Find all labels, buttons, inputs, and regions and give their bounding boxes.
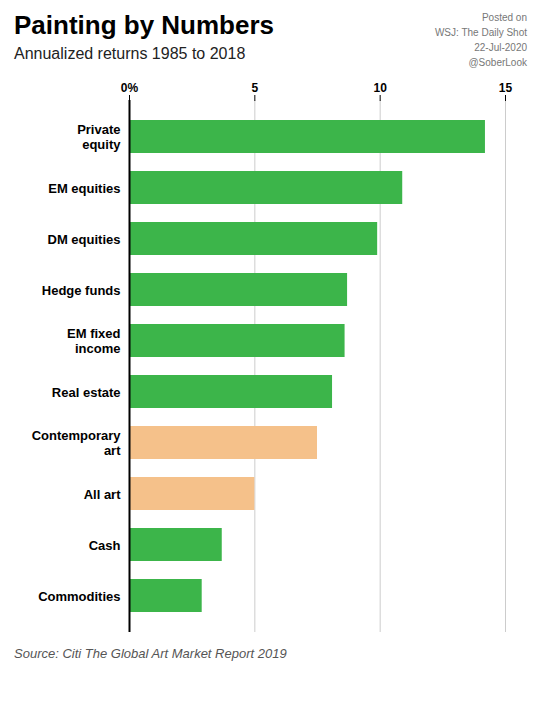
svg-text:Hedge funds: Hedge funds — [42, 283, 121, 298]
svg-text:Commodities: Commodities — [38, 589, 120, 604]
svg-text:0%: 0% — [121, 81, 139, 95]
svg-text:EM fixedincome: EM fixedincome — [67, 326, 121, 355]
html-text:22-Jul-2020: 22-Jul-2020 — [474, 42, 527, 53]
html-text:@SoberLook: @SoberLook — [468, 57, 527, 68]
svg-text:All art: All art — [84, 487, 122, 502]
svg-text:5: 5 — [251, 81, 258, 95]
html-text:Painting by Numbers: Painting by Numbers — [14, 10, 274, 40]
html-text:Source: Citi The Global Art Ma: Source: Citi The Global Art Market Repor… — [14, 646, 287, 661]
svg-text:Cash: Cash — [89, 538, 121, 553]
svg-text:10: 10 — [373, 81, 387, 95]
svg-text:DM equities: DM equities — [48, 232, 121, 247]
html-text:Annualized returns 1985 to 201: Annualized returns 1985 to 2018 — [14, 45, 246, 62]
svg-text:EM equities: EM equities — [48, 181, 120, 196]
svg-text:15: 15 — [499, 81, 513, 95]
html-text:Posted on: Posted on — [482, 12, 527, 23]
svg-text:Real estate: Real estate — [52, 385, 121, 400]
svg-text:Privateequity: Privateequity — [77, 122, 121, 151]
svg-text:Contemporaryart: Contemporaryart — [32, 428, 122, 457]
html-text:WSJ: The Daily Shot: WSJ: The Daily Shot — [434, 27, 527, 38]
